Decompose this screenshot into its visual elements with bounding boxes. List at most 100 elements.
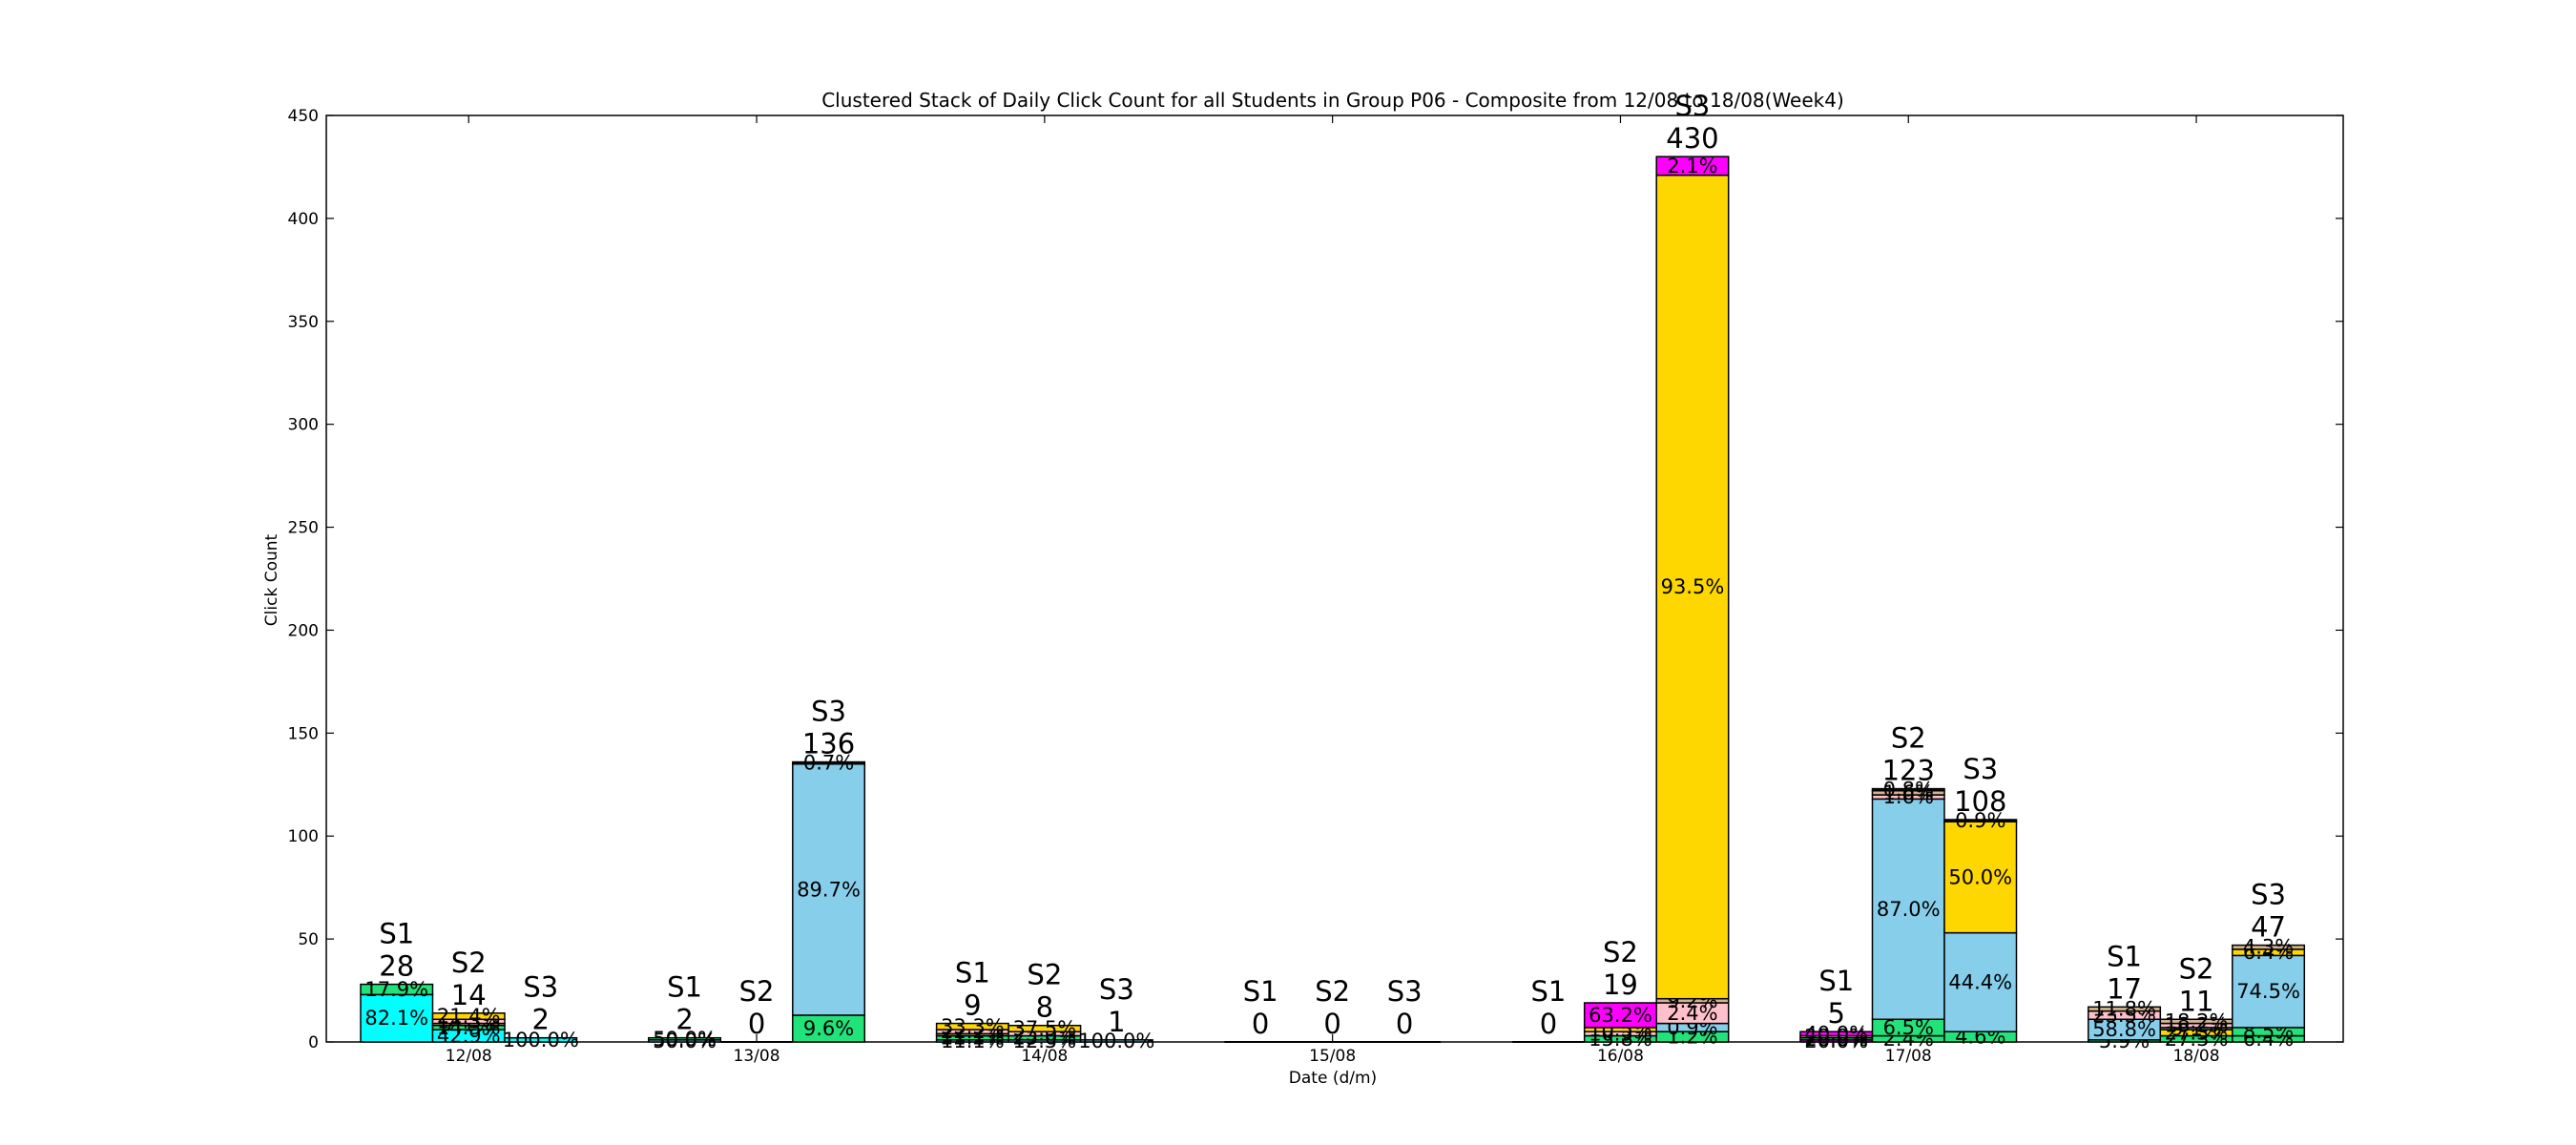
segment-percent-label: 87.0% — [1877, 898, 1941, 921]
segment-percent-label: 2.1% — [1667, 155, 1717, 177]
bar-segment — [792, 760, 866, 765]
bar-segment — [360, 983, 434, 996]
bar-student-label: S3 — [2251, 879, 2286, 911]
segment-percent-label: 50.0% — [653, 1030, 717, 1052]
x-axis-label: Date (d/m) — [1289, 1069, 1377, 1088]
bar-segment — [1871, 798, 1945, 1021]
bar-total-label: 19 — [1603, 968, 1638, 1001]
segment-percent-label: 82.1% — [364, 1007, 428, 1030]
segment-percent-label: 20.0% — [1804, 1026, 1868, 1049]
bar-total-label: 8 — [1036, 991, 1053, 1024]
bar-segment — [1655, 174, 1730, 1000]
chart-title: Clustered Stack of Daily Click Count for… — [821, 89, 1844, 112]
bar-total-label: 5 — [1828, 997, 1845, 1030]
bar-segment — [2232, 944, 2306, 950]
bar-total-label: 9 — [964, 989, 981, 1022]
y-tick-label: 400 — [288, 210, 319, 229]
segment-percent-label: 0.9% — [1955, 809, 2005, 832]
bar-segment — [2232, 954, 2306, 1029]
bar-total-label: 1 — [1108, 1006, 1125, 1038]
segment-percent-label: 50.0% — [653, 1028, 717, 1051]
bar-student-label: S1 — [955, 957, 990, 989]
segment-percent-label: 18.2% — [2165, 1010, 2229, 1032]
bar-student-label: S2 — [451, 947, 487, 979]
bar-segment — [792, 1014, 866, 1043]
segment-percent-label: 21.4% — [437, 1005, 501, 1028]
segment-percent-label: 63.2% — [1589, 1004, 1652, 1027]
y-tick-label: 100 — [288, 827, 319, 846]
bar-total-label: 2 — [675, 1004, 693, 1036]
bar-segment — [1008, 1024, 1082, 1032]
y-tick-label: 0 — [308, 1033, 319, 1052]
segment-percent-label: 0.8% — [1883, 779, 1934, 802]
segment-percent-label: 33.3% — [941, 1015, 1005, 1038]
bar-student-label: S2 — [1027, 959, 1062, 991]
plot-area: 05010015020025030035040045012/0882.1%17.… — [288, 90, 2344, 1066]
bar-student-label: S2 — [2179, 952, 2214, 985]
bar-total-label: 0 — [1323, 1008, 1340, 1040]
bar-student-label: S2 — [1891, 722, 1926, 755]
bar-segment — [1655, 156, 1730, 177]
bar-student-label: S1 — [2107, 940, 2142, 972]
bar-student-label: S2 — [1315, 975, 1350, 1008]
segment-percent-label: 18.2% — [2165, 1014, 2229, 1037]
segment-percent-label: 1.6% — [1883, 781, 1934, 804]
bar-segment — [2088, 1006, 2162, 1012]
segment-percent-label: 74.5% — [2236, 980, 2300, 1003]
y-tick-label: 300 — [288, 416, 319, 435]
y-tick-label: 350 — [288, 313, 319, 332]
y-tick-label: 150 — [288, 724, 319, 743]
bar-segment — [1943, 821, 2018, 934]
bar-student-label: S1 — [1818, 965, 1854, 997]
bar-total-label: 0 — [748, 1008, 765, 1040]
segment-percent-label: 37.5% — [1012, 1017, 1076, 1040]
x-tick-label: 18/08 — [2173, 1047, 2220, 1066]
bar-segment — [1079, 1039, 1153, 1043]
bar-total-label: 2 — [532, 1004, 550, 1036]
plot-frame — [325, 114, 2344, 1043]
bar-total-label: 0 — [1252, 1008, 1269, 1040]
bar-segment — [1943, 931, 2018, 1032]
bar-total-label: 47 — [2251, 911, 2286, 944]
x-tick-label: 13/08 — [734, 1047, 780, 1066]
x-tick-label: 17/08 — [1885, 1047, 1932, 1066]
segment-percent-label: 93.5% — [1661, 575, 1725, 598]
segment-percent-label: 89.7% — [797, 878, 861, 901]
bar-student-label: S1 — [1531, 975, 1567, 1008]
bar-student-label: S3 — [1963, 753, 1998, 785]
bar-student-label: S3 — [1099, 973, 1134, 1006]
bar-student-label: S3 — [811, 696, 846, 728]
bar-total-label: 108 — [1954, 785, 2006, 818]
bar-total-label: 123 — [1882, 755, 1935, 787]
bar-student-label: S2 — [1603, 936, 1638, 968]
segment-percent-label: 17.9% — [364, 978, 428, 1001]
segment-percent-label: 100.0% — [503, 1029, 579, 1051]
bar-student-label: S3 — [1387, 975, 1423, 1008]
segment-percent-label: 40.0% — [1804, 1022, 1868, 1045]
segment-percent-label: 0.7% — [803, 752, 854, 775]
x-tick-label: 14/08 — [1021, 1047, 1068, 1066]
bar-total-label: 0 — [1540, 1008, 1557, 1040]
bar-total-label: 0 — [1396, 1008, 1413, 1040]
bar-segment — [1583, 1002, 1657, 1029]
bar-segment — [648, 1036, 722, 1041]
segment-percent-label: 58.8% — [2092, 1018, 2156, 1041]
bar-segment — [792, 762, 866, 1016]
segment-percent-label: 50.0% — [1948, 865, 2012, 888]
x-tick-label: 15/08 — [1309, 1047, 1356, 1066]
bar-student-label: S3 — [1675, 90, 1711, 122]
bar-student-label: S1 — [667, 971, 702, 1004]
y-tick-label: 450 — [288, 107, 319, 126]
y-tick-label: 250 — [288, 519, 319, 538]
bar-student-label: S1 — [1243, 975, 1278, 1008]
bar-total-label: 17 — [2107, 972, 2142, 1005]
bar-student-label: S1 — [379, 918, 414, 950]
x-tick-label: 16/08 — [1597, 1047, 1644, 1066]
bar-total-label: 430 — [1666, 122, 1718, 155]
bar-segment — [431, 1012, 506, 1021]
segment-percent-label: 9.6% — [803, 1017, 854, 1040]
bar-student-label: S3 — [523, 971, 558, 1004]
bar-segment — [1943, 819, 2018, 822]
bar-segment — [504, 1036, 578, 1043]
segment-percent-label: 100.0% — [1078, 1030, 1154, 1052]
